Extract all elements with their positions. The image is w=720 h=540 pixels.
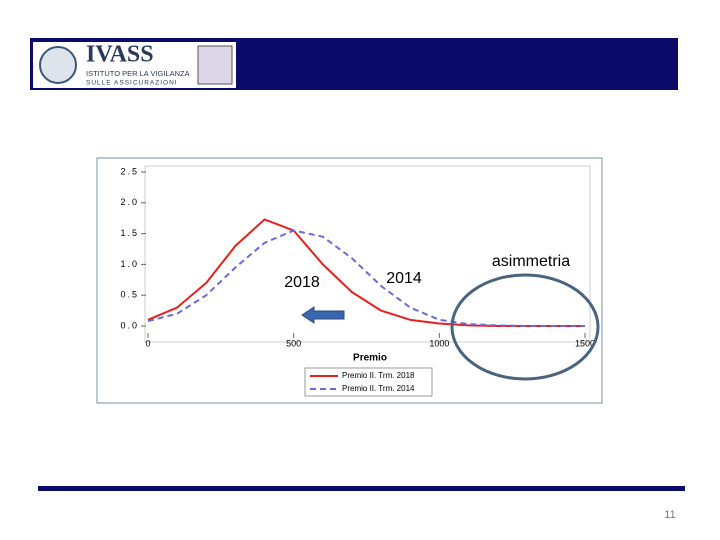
x-tick-label: 1500 [575, 338, 595, 348]
logo-mark [197, 45, 233, 85]
page-number: 11 [664, 509, 675, 521]
y-tick-label: 1.5 [120, 228, 139, 238]
annotation: 2018 [284, 274, 320, 291]
x-tick-label: 500 [286, 338, 301, 348]
legend: Premio II. Trm. 2018 Premio II. Trm. 2014 [310, 371, 415, 393]
x-tick-label: 1000 [429, 338, 449, 348]
legend-label: Premio II. Trm. 2014 [342, 384, 415, 393]
y-tick-label: 2.0 [120, 197, 139, 207]
plot: 0.0 0.5 1.0 1.5 2.0 2.5 0 500 1000 1500 [120, 166, 595, 348]
x-tick-label: 0 [145, 338, 150, 348]
x-axis-label: Premio [353, 353, 387, 364]
annotation: asimmetria [492, 253, 570, 270]
y-tick-label: 2.5 [120, 166, 139, 176]
legend-label: Premio II. Trm. 2018 [342, 371, 415, 380]
highlight-ellipse [450, 273, 600, 381]
y-tick-label: 0.0 [120, 320, 139, 330]
chart-frame [96, 157, 603, 404]
logo-emblem [39, 46, 77, 84]
legend-box [304, 367, 433, 397]
series-line [147, 229, 585, 327]
y-tick-label: 0.5 [120, 290, 139, 300]
logo-line: ISTITUTO PER LA VIGILANZA [86, 69, 190, 78]
y-tick-label: 1.0 [120, 259, 139, 269]
plot-frame [144, 165, 591, 343]
logo-line: SULLE ASSICURAZIONI [86, 80, 178, 87]
footer-line [38, 486, 685, 491]
arrow [301, 306, 345, 324]
logo-title: IVASS [86, 42, 154, 68]
annotation: 2014 [386, 270, 422, 287]
